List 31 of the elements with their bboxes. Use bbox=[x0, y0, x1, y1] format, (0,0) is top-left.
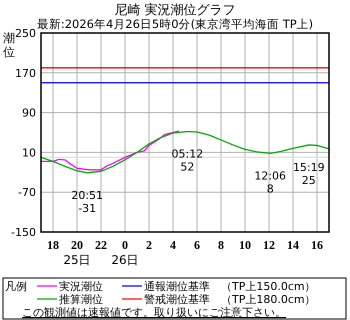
annotation: 12:06 8 bbox=[254, 169, 286, 196]
x-tick-label: 0 26日 bbox=[111, 238, 139, 267]
text: この観測値は速報値です。取り扱いにご注意下さい。 bbox=[22, 306, 286, 319]
annotation: 15:19 25 bbox=[292, 160, 325, 187]
y-tick-label: -150 bbox=[11, 226, 36, 239]
y-axis-title: 潮位 bbox=[3, 31, 15, 59]
y-tick-label: 250 bbox=[15, 27, 36, 40]
x-tick-label: 8 bbox=[218, 238, 224, 252]
x-tick-label: 20 25日 bbox=[63, 238, 91, 267]
x-tick-label: 6 bbox=[194, 238, 200, 252]
y-tick-label: 90 bbox=[22, 106, 36, 120]
x-tick-label: 12 bbox=[263, 238, 275, 252]
annotation: 05:12 52 bbox=[172, 148, 204, 174]
y-tick-label: 170 bbox=[15, 66, 36, 80]
x-tick-label: 4 bbox=[170, 238, 176, 252]
x-tick-label: 16 bbox=[311, 238, 323, 252]
chart-subtitle: 最新:2026年4月26日5時0分(東京湾平均海面 TP上) bbox=[36, 17, 314, 31]
legend-title: 凡例 bbox=[5, 280, 27, 293]
legend-label: 推算潮位 bbox=[59, 293, 103, 306]
x-tick-label: 18 bbox=[47, 238, 59, 252]
chart-title: 尼崎 実況潮位グラフ bbox=[114, 2, 236, 18]
x-tick-label: 2 bbox=[146, 238, 152, 252]
x-tick-label: 10 bbox=[239, 238, 251, 252]
y-tick-label: -70 bbox=[18, 186, 36, 200]
legend-label: 実況潮位 bbox=[59, 280, 103, 293]
x-tick-label: 14 bbox=[287, 238, 299, 252]
annotation: 20:51 -31 bbox=[71, 188, 104, 215]
legend-label: 通報潮位基準 （TP上150.0cm） bbox=[144, 280, 316, 293]
y-tick-label: 10 bbox=[22, 146, 36, 160]
x-tick-label: 22 bbox=[95, 238, 107, 252]
legend-label: 警戒潮位基準 （TP上180.0cm） bbox=[144, 293, 316, 306]
